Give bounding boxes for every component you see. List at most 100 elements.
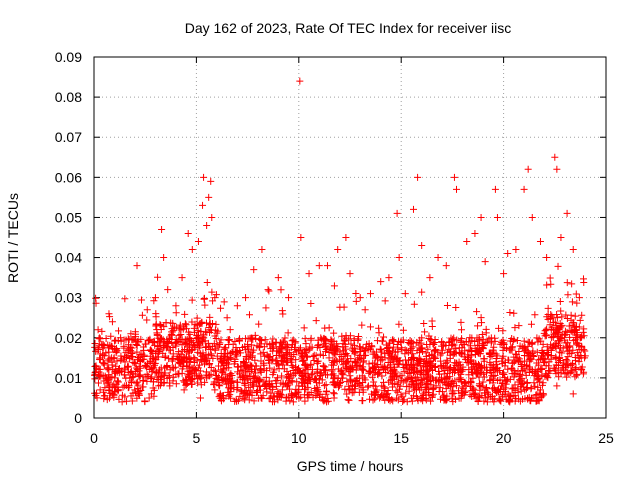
data-point [136, 371, 144, 379]
data-point [558, 321, 566, 329]
data-point [132, 333, 140, 341]
data-point [473, 308, 481, 316]
data-point [506, 309, 514, 317]
data-point [495, 324, 503, 332]
data-point [219, 359, 227, 367]
data-point [413, 373, 421, 381]
data-point [552, 329, 560, 337]
data-point [343, 390, 351, 398]
data-point [311, 385, 319, 393]
data-point [211, 346, 219, 354]
data-point [455, 387, 463, 395]
data-point [520, 344, 528, 352]
data-point [141, 397, 149, 405]
data-point [481, 258, 489, 266]
data-point [422, 369, 430, 377]
data-point [255, 381, 263, 389]
data-point [224, 360, 232, 368]
data-point [508, 385, 516, 393]
data-point [303, 353, 311, 361]
data-point [211, 367, 219, 375]
data-point [322, 371, 330, 379]
data-point [156, 347, 164, 355]
data-point [197, 327, 205, 335]
data-point [358, 321, 366, 329]
data-point [563, 373, 571, 381]
data-point [529, 347, 537, 355]
data-point [136, 357, 144, 365]
data-point [428, 317, 436, 325]
data-point [410, 392, 418, 400]
data-point [487, 339, 495, 347]
data-point [124, 384, 132, 392]
data-point [157, 321, 165, 329]
data-point [246, 350, 254, 358]
data-point [330, 381, 338, 389]
data-point [302, 345, 310, 353]
data-point [222, 344, 230, 352]
data-point [543, 343, 551, 351]
data-point [442, 385, 450, 393]
data-point [238, 343, 246, 351]
data-point [181, 320, 189, 328]
data-point [194, 348, 202, 356]
data-point [258, 394, 266, 402]
y-tick-label: 0.07 [55, 129, 82, 145]
data-point [378, 382, 386, 390]
data-point [126, 374, 134, 382]
data-point [160, 344, 168, 352]
data-point [226, 385, 234, 393]
data-point [161, 352, 169, 360]
data-point [554, 262, 562, 270]
data-point [241, 379, 249, 387]
data-point [381, 350, 389, 358]
data-point [120, 371, 128, 379]
data-point [266, 394, 274, 402]
data-point [183, 348, 191, 356]
data-point [291, 343, 299, 351]
data-point [297, 393, 305, 401]
data-point [249, 381, 257, 389]
data-point [297, 234, 305, 241]
data-point [365, 343, 373, 351]
data-point [406, 361, 414, 369]
data-point [307, 371, 315, 379]
data-point [257, 336, 265, 344]
data-point [387, 367, 395, 375]
data-point [147, 390, 155, 398]
data-point [479, 335, 487, 343]
data-point [182, 340, 190, 348]
data-point [222, 375, 230, 383]
data-point [256, 366, 264, 374]
data-point [111, 374, 119, 382]
data-point [274, 274, 282, 282]
data-point [409, 205, 417, 213]
data-point [427, 336, 435, 344]
data-point [191, 328, 199, 336]
data-point [272, 338, 280, 346]
data-point [558, 334, 566, 342]
data-point [150, 297, 158, 305]
data-point [333, 340, 341, 348]
data-point [215, 381, 223, 389]
data-point [352, 366, 360, 374]
data-point [220, 298, 228, 306]
data-point [553, 382, 561, 390]
data-point [578, 332, 586, 340]
data-point [438, 374, 446, 382]
data-point [580, 325, 588, 333]
data-point [289, 398, 297, 406]
data-point [462, 338, 470, 346]
data-point [422, 355, 430, 363]
data-point [212, 374, 220, 382]
data-point [120, 355, 128, 363]
data-point [516, 376, 524, 384]
data-point [431, 363, 439, 371]
data-point [512, 246, 520, 254]
data-point [440, 362, 448, 370]
data-point [370, 369, 378, 377]
data-point [489, 372, 497, 380]
data-point [250, 266, 258, 274]
data-point [194, 238, 202, 246]
data-point [265, 357, 273, 365]
